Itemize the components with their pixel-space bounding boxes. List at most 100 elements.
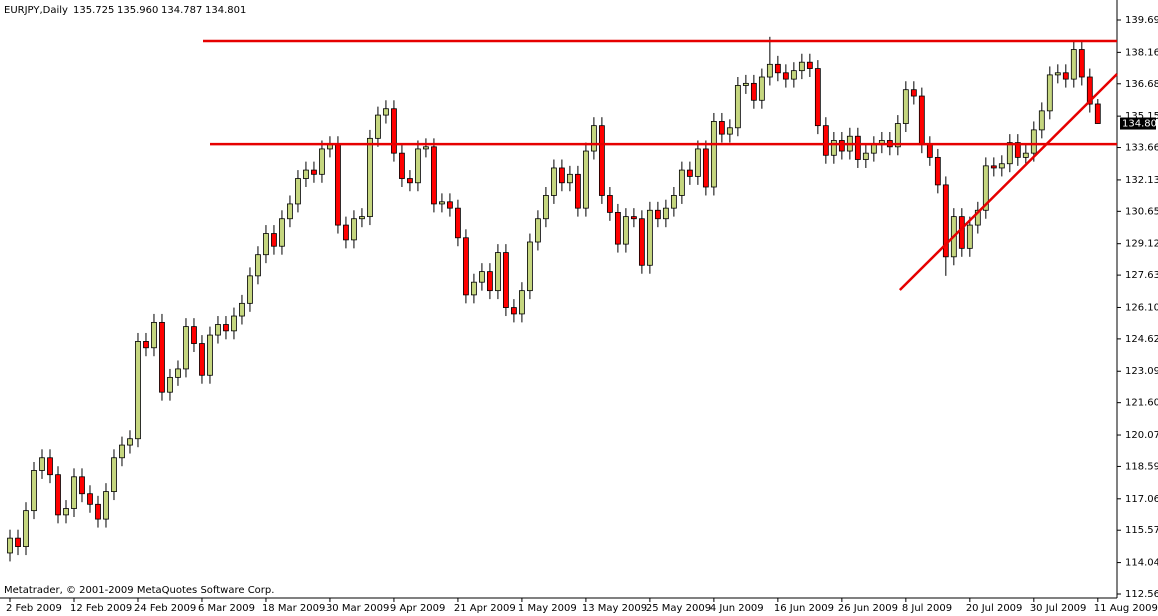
candle-body: [926, 144, 933, 158]
y-tick-label: 118.590: [1125, 461, 1158, 472]
y-tick-label: 135.150: [1125, 111, 1158, 122]
x-tick-label: 30 Mar 2009: [326, 603, 389, 614]
price-badge: [1120, 117, 1156, 130]
candle-body: [718, 121, 725, 135]
candle-body: [263, 233, 269, 256]
candle-body: [391, 108, 397, 154]
candle-body: [255, 254, 261, 277]
quote-open: 135.725: [73, 5, 114, 16]
candle-body: [223, 324, 229, 332]
candle-body: [327, 144, 333, 150]
candle-body: [894, 123, 901, 148]
candle-body: [151, 321, 157, 349]
y-tick-label: 129.120: [1125, 239, 1158, 250]
footer: Metatrader, © 2001-2009 MetaQuotes Softw…: [4, 585, 274, 596]
x-tick-label: 6 Mar 2009: [198, 603, 255, 614]
candle-body: [622, 216, 629, 245]
y-tick-label: 115.575: [1125, 525, 1158, 536]
candle-body: [511, 307, 517, 315]
candle-body: [159, 321, 165, 393]
candle-body: [71, 476, 77, 509]
candle-body: [119, 444, 125, 459]
y-tick-label: 121.605: [1125, 398, 1158, 409]
candle-body: [702, 148, 709, 188]
candle-body: [103, 491, 109, 520]
candle-body: [614, 211, 621, 245]
candle-body: [1062, 72, 1069, 80]
candle-body: [55, 474, 61, 516]
candle-body: [375, 114, 381, 139]
candle-body: [1078, 49, 1085, 78]
candle-body: [79, 476, 85, 495]
candle-body: [311, 169, 317, 175]
candle-body: [814, 68, 821, 127]
x-tick-label: 12 Feb 2009: [70, 603, 132, 614]
candle-body: [1022, 152, 1029, 158]
candle-body: [838, 140, 845, 152]
candle-body: [207, 334, 213, 376]
candle-body: [734, 85, 741, 129]
candle-body: [1030, 129, 1037, 154]
candle-body: [183, 326, 189, 370]
quote-close: 134.801: [205, 5, 246, 16]
candle-body: [167, 376, 173, 393]
candle-body: [63, 508, 69, 516]
candle-body: [503, 252, 509, 308]
quote-low: 134.787: [161, 5, 202, 16]
x-tick-label: 8 Jul 2009: [902, 603, 952, 614]
candle-body: [910, 89, 917, 97]
y-tick-label: 120.075: [1125, 430, 1158, 441]
candle-body: [1046, 74, 1053, 112]
candle-body: [431, 146, 437, 205]
candle-body: [598, 125, 605, 196]
candle-body: [1006, 142, 1013, 165]
candle-body: [271, 233, 277, 247]
candle-body: [750, 82, 757, 101]
candle-body: [870, 144, 877, 154]
candle-body: [495, 252, 501, 292]
candle-body: [934, 156, 941, 186]
candle-body: [670, 195, 677, 209]
y-tick-label: 139.695: [1125, 15, 1158, 26]
candle-body: [383, 108, 389, 116]
candle-body: [558, 167, 565, 184]
candle-body: [367, 137, 373, 218]
candle-body: [31, 470, 37, 512]
candle-body: [694, 148, 701, 177]
candle-body: [239, 302, 245, 317]
candle-body: [998, 163, 1005, 169]
y-tick-label: 132.135: [1125, 175, 1158, 186]
candle-body: [15, 537, 21, 548]
candle-body: [135, 341, 141, 440]
candle-body: [1014, 142, 1021, 158]
candle-body: [918, 95, 925, 146]
candle-body: [990, 165, 997, 169]
candle-body: [966, 224, 973, 249]
candle-body: [782, 72, 789, 80]
candle-body: [758, 76, 765, 101]
candle-body: [854, 135, 861, 160]
candle-body: [407, 178, 413, 184]
candle-body: [630, 216, 637, 220]
candle-body: [974, 209, 981, 226]
x-tick-label: 2 Feb 2009: [6, 603, 62, 614]
y-tick-label: 136.680: [1125, 79, 1158, 90]
candle-body: [1086, 76, 1093, 105]
candle-body: [1054, 72, 1061, 76]
candle-body: [143, 341, 149, 349]
candle-body: [662, 207, 669, 220]
candle-body: [127, 438, 133, 446]
candle-body: [958, 216, 965, 249]
x-tick-label: 18 Mar 2009: [262, 603, 325, 614]
candle-body: [343, 224, 349, 241]
y-tick-label: 126.105: [1125, 302, 1158, 313]
candle-body: [191, 326, 197, 344]
chart-title: EURJPY,Daily: [4, 5, 68, 16]
candle-body: [774, 63, 781, 74]
y-tick-label: 112.560: [1125, 589, 1158, 600]
header: EURJPY,Daily 135.725 135.960 134.787 134…: [4, 5, 246, 16]
candle-body: [543, 195, 549, 220]
candle-body: [247, 275, 253, 304]
candle-body: [942, 184, 949, 258]
